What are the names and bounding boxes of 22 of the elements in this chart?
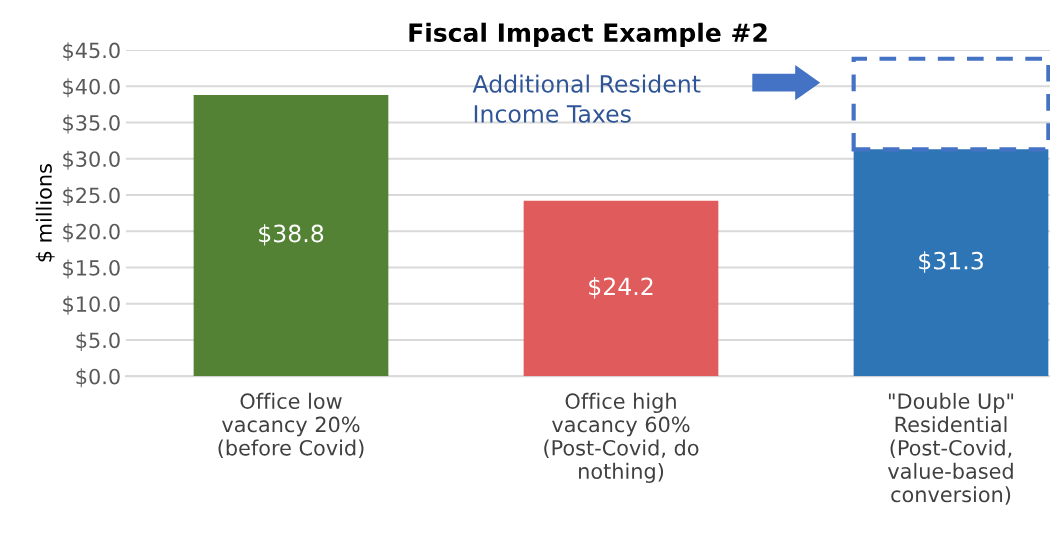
data-label: $31.3 (919, 251, 983, 273)
y-tick-label: $25.0 (63, 187, 120, 206)
y-tick-label: $10.0 (63, 295, 120, 315)
bar (523, 200, 719, 377)
bar (193, 94, 389, 377)
bar (853, 149, 1049, 377)
y-tick-label: $35.0 (63, 114, 120, 134)
y-tick-label: $45.0 (63, 42, 120, 62)
x-tick-label: "Double Up" Residential (Post-Covid, value-based conversion) (887, 392, 1014, 505)
chart-title: Fiscal Impact Example #2 (409, 22, 767, 47)
y-tick-label: $40.0 (63, 78, 120, 98)
y-tick-label: $20.0 (63, 223, 120, 243)
data-label: $24.2 (589, 277, 653, 299)
y-axis-title: $ millions (35, 164, 55, 262)
x-tick-label: Office high vacancy 60% (Post-Covid, do nothing) (544, 392, 699, 484)
y-tick-label: $5.0 (76, 332, 120, 351)
x-tick-label: Office low vacancy 20% (before Covid) (218, 392, 364, 459)
y-tick-label: $15.0 (63, 259, 120, 279)
y-tick-label: $0.0 (76, 368, 120, 388)
data-label: $38.8 (259, 224, 324, 246)
y-tick-label: $30.0 (63, 150, 120, 170)
annotation: Additional Resident Income Taxes (472, 74, 701, 123)
